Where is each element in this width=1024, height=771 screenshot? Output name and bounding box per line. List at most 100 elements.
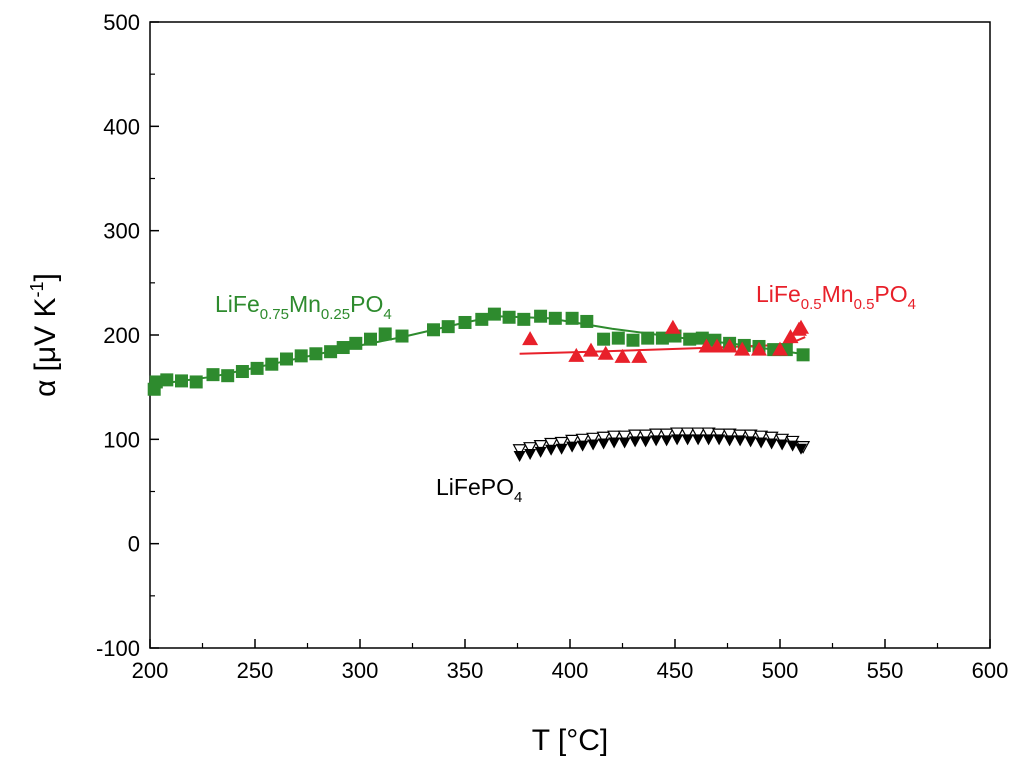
- data-point: [206, 368, 220, 382]
- plot-frame: [149, 21, 991, 649]
- data-point: [723, 435, 736, 447]
- data-point: [587, 439, 600, 451]
- data-point: [221, 369, 235, 383]
- x-tick-label: 500: [762, 658, 799, 683]
- y-tick-label: 500: [103, 10, 140, 35]
- data-point: [545, 444, 558, 456]
- data-point: [608, 437, 621, 449]
- data-point: [702, 434, 715, 446]
- data-point: [517, 312, 531, 326]
- y-axis-symbol: α: [29, 380, 62, 397]
- data-point: [513, 451, 526, 463]
- data-point: [583, 342, 599, 357]
- data-point-open: [670, 427, 685, 441]
- data-point: [776, 439, 789, 451]
- x-tick-label: 550: [867, 658, 904, 683]
- data-point-open: [754, 430, 769, 444]
- y-axis-unit-exp: -1: [27, 282, 47, 298]
- svg-text:α[μV K-1]: α [μV K-1]: [27, 273, 62, 397]
- data-point-open: [649, 428, 664, 442]
- series-label-lifemn-05: LiFe0.5Mn0.5PO4: [756, 281, 916, 313]
- data-point: [597, 332, 611, 346]
- data-point-open: [586, 432, 601, 446]
- y-axis-unit-close: ]: [29, 273, 62, 281]
- data-point: [795, 443, 807, 455]
- data-point-open: [533, 439, 548, 453]
- data-point: [441, 320, 455, 334]
- x-axis-title: T [°C]: [532, 724, 608, 757]
- data-point: [534, 446, 547, 458]
- data-point: [487, 307, 501, 321]
- data-point: [149, 375, 163, 389]
- data-point: [524, 448, 537, 460]
- series-label-lifepo4: LiFePO4: [436, 474, 522, 506]
- data-point: [336, 341, 350, 355]
- x-tick-label: 250: [237, 658, 274, 683]
- data-point: [786, 440, 799, 452]
- data-point: [765, 438, 778, 450]
- data-point-open: [617, 430, 632, 444]
- data-point-open: [544, 437, 559, 451]
- data-point: [796, 348, 810, 362]
- x-tick-label: 450: [657, 658, 694, 683]
- data-point: [555, 443, 568, 455]
- data-point: [751, 341, 767, 356]
- data-point: [626, 333, 640, 347]
- data-point: [698, 338, 715, 353]
- data-point: [568, 347, 585, 362]
- y-tick-label: 300: [103, 219, 140, 244]
- data-point-open: [743, 429, 758, 443]
- data-markers: [147, 307, 811, 463]
- data-point: [309, 347, 323, 361]
- data-point: [576, 440, 589, 452]
- data-point: [364, 332, 377, 346]
- data-point: [618, 437, 631, 449]
- data-point: [793, 319, 809, 334]
- x-tick-label: 200: [132, 658, 169, 683]
- x-tick-label: 350: [447, 658, 484, 683]
- data-point: [502, 310, 516, 324]
- y-tick-label: 400: [103, 114, 140, 139]
- data-point: [522, 331, 539, 346]
- data-point-open: [565, 434, 580, 448]
- data-point: [175, 374, 188, 388]
- data-point: [597, 345, 614, 360]
- data-point: [755, 437, 768, 449]
- axis-ticks: 200 250 300 350 400 450 500 550 600 -100 0 100 200 30…: [96, 10, 1008, 683]
- data-point: [597, 438, 610, 450]
- data-point: [324, 345, 338, 359]
- data-point-open: [722, 428, 737, 442]
- data-point: [280, 352, 293, 366]
- data-point-open: [596, 431, 611, 445]
- data-point-open: [638, 429, 653, 443]
- data-point-open: [691, 427, 706, 441]
- data-point: [614, 348, 631, 363]
- data-point: [709, 338, 725, 353]
- data-point: [629, 436, 642, 448]
- data-point-open: [523, 442, 538, 455]
- data-point: [734, 341, 751, 356]
- x-tick-label: 600: [972, 658, 1009, 683]
- data-point: [631, 348, 648, 363]
- data-point: [772, 341, 788, 356]
- data-point: [580, 314, 594, 328]
- data-point-open: [575, 433, 590, 447]
- data-point: [294, 349, 308, 363]
- data-point: [713, 434, 726, 446]
- x-tick-label: 400: [552, 658, 589, 683]
- data-point: [681, 434, 694, 446]
- data-point: [721, 338, 738, 353]
- data-point: [235, 365, 249, 379]
- data-point: [378, 327, 392, 341]
- data-point: [189, 375, 203, 389]
- data-point-open: [701, 427, 716, 441]
- data-point: [250, 361, 264, 375]
- data-point-open: [659, 428, 674, 442]
- data-point: [566, 441, 579, 453]
- series-label-lifemn-075: LiFe0.75Mn0.25PO4: [215, 291, 392, 323]
- data-point: [475, 312, 489, 326]
- data-point: [664, 319, 681, 334]
- data-point: [534, 309, 548, 323]
- data-point: [671, 434, 684, 446]
